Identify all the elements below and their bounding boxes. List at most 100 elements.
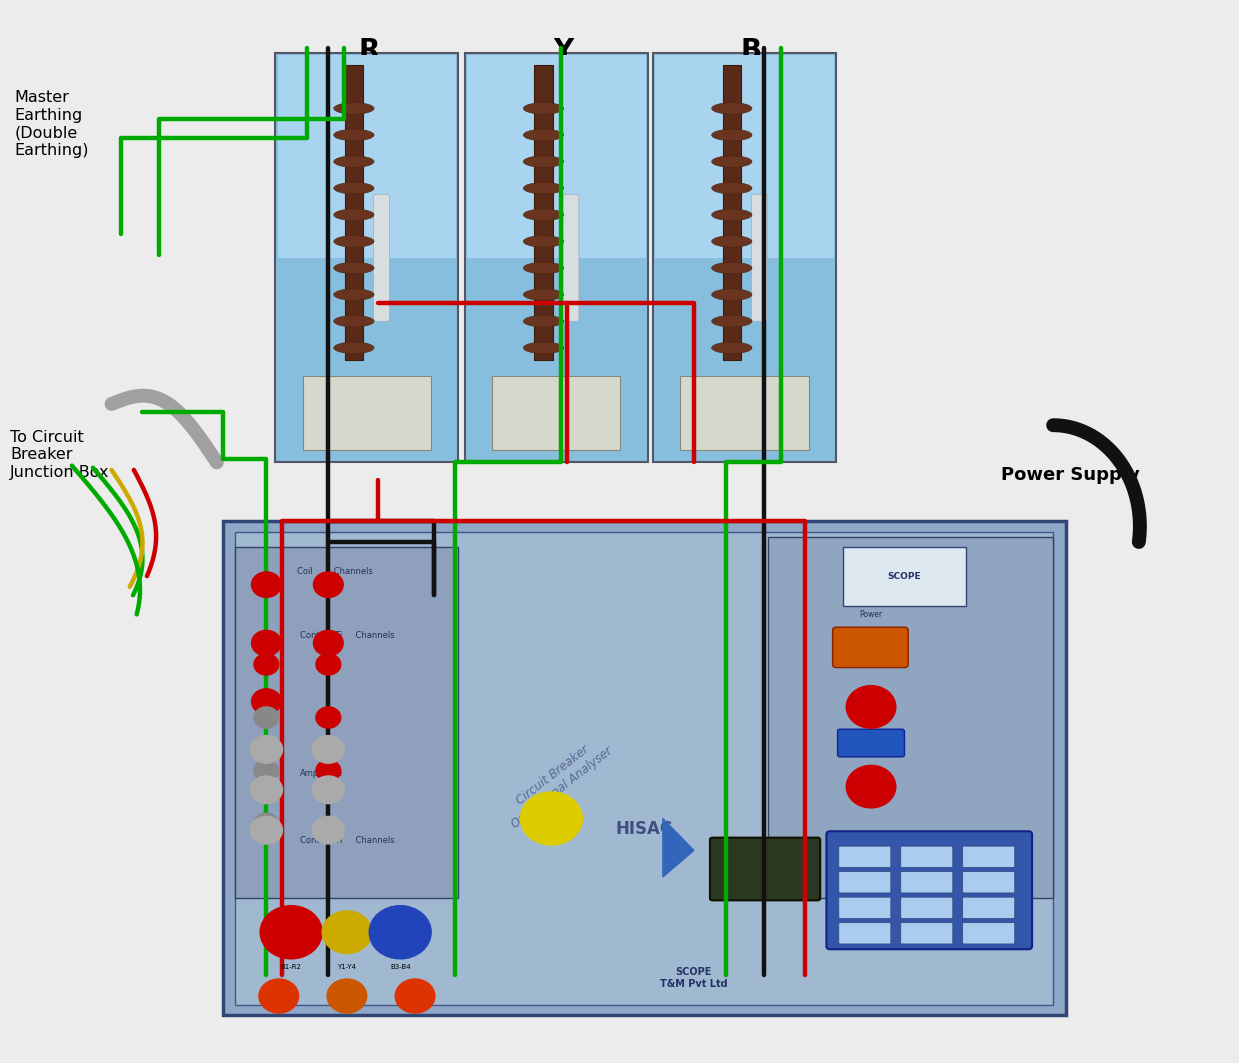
Ellipse shape bbox=[523, 156, 564, 167]
Bar bbox=[768, 537, 1053, 898]
Circle shape bbox=[316, 760, 341, 781]
Circle shape bbox=[369, 906, 431, 959]
Ellipse shape bbox=[711, 236, 752, 247]
Text: SCOPE
T&M Pvt Ltd: SCOPE T&M Pvt Ltd bbox=[660, 967, 727, 989]
Ellipse shape bbox=[523, 289, 564, 301]
Bar bbox=[278, 55, 456, 258]
Ellipse shape bbox=[333, 130, 374, 140]
FancyBboxPatch shape bbox=[751, 195, 767, 321]
Bar bbox=[344, 66, 363, 360]
Circle shape bbox=[254, 654, 279, 675]
Ellipse shape bbox=[333, 209, 374, 220]
Ellipse shape bbox=[711, 289, 752, 301]
Ellipse shape bbox=[523, 342, 564, 354]
Circle shape bbox=[250, 736, 282, 763]
Ellipse shape bbox=[523, 103, 564, 114]
Circle shape bbox=[252, 689, 281, 714]
Text: Power Supply: Power Supply bbox=[1001, 467, 1140, 484]
FancyBboxPatch shape bbox=[901, 872, 953, 893]
Ellipse shape bbox=[523, 130, 564, 140]
Text: Contact Ti     Channels: Contact Ti Channels bbox=[300, 836, 394, 845]
Circle shape bbox=[312, 776, 344, 804]
Text: R: R bbox=[358, 37, 380, 65]
Text: HISAC: HISAC bbox=[616, 821, 673, 838]
FancyBboxPatch shape bbox=[839, 846, 891, 867]
Circle shape bbox=[520, 792, 582, 845]
FancyBboxPatch shape bbox=[963, 897, 1015, 918]
Circle shape bbox=[312, 816, 344, 844]
Text: Coil        Channels: Coil Channels bbox=[297, 567, 373, 576]
Text: Circuit Breaker
Operational Analyser: Circuit Breaker Operational Analyser bbox=[501, 732, 615, 830]
Circle shape bbox=[395, 979, 435, 1013]
Ellipse shape bbox=[711, 342, 752, 354]
FancyBboxPatch shape bbox=[710, 838, 820, 900]
Circle shape bbox=[316, 707, 341, 728]
Bar bbox=[722, 66, 741, 360]
Text: B1-R2: B1-R2 bbox=[281, 964, 301, 971]
Text: B: B bbox=[740, 37, 762, 65]
Ellipse shape bbox=[711, 103, 752, 114]
Text: Power: Power bbox=[860, 609, 882, 619]
FancyBboxPatch shape bbox=[826, 831, 1032, 949]
Circle shape bbox=[259, 979, 299, 1013]
Ellipse shape bbox=[333, 103, 374, 114]
Bar bbox=[492, 376, 621, 450]
Circle shape bbox=[260, 906, 322, 959]
Bar bbox=[275, 53, 458, 462]
Circle shape bbox=[254, 707, 279, 728]
Ellipse shape bbox=[711, 263, 752, 274]
Bar bbox=[467, 55, 646, 258]
Circle shape bbox=[316, 654, 341, 675]
Circle shape bbox=[250, 816, 282, 844]
Ellipse shape bbox=[711, 130, 752, 140]
Circle shape bbox=[254, 813, 279, 834]
Ellipse shape bbox=[711, 316, 752, 327]
Text: SCOPE: SCOPE bbox=[887, 572, 922, 580]
FancyBboxPatch shape bbox=[839, 872, 891, 893]
Bar bbox=[843, 547, 966, 606]
Bar bbox=[655, 55, 834, 258]
Text: Y: Y bbox=[554, 37, 574, 65]
FancyBboxPatch shape bbox=[963, 846, 1015, 867]
Circle shape bbox=[252, 572, 281, 597]
Bar bbox=[465, 53, 648, 462]
FancyBboxPatch shape bbox=[901, 923, 953, 944]
Text: Amplitude: Amplitude bbox=[300, 769, 343, 778]
Ellipse shape bbox=[333, 289, 374, 301]
Ellipse shape bbox=[333, 342, 374, 354]
Circle shape bbox=[313, 630, 343, 656]
Bar bbox=[653, 53, 836, 462]
FancyBboxPatch shape bbox=[901, 897, 953, 918]
FancyBboxPatch shape bbox=[839, 923, 891, 944]
Ellipse shape bbox=[711, 156, 752, 167]
Ellipse shape bbox=[523, 209, 564, 220]
FancyBboxPatch shape bbox=[901, 846, 953, 867]
Ellipse shape bbox=[333, 316, 374, 327]
Circle shape bbox=[313, 572, 343, 597]
Circle shape bbox=[252, 630, 281, 656]
Ellipse shape bbox=[523, 263, 564, 274]
Bar bbox=[235, 547, 458, 898]
Text: Master
Earthing
(Double
Earthing): Master Earthing (Double Earthing) bbox=[15, 90, 89, 157]
Circle shape bbox=[322, 911, 372, 954]
Bar bbox=[534, 66, 553, 360]
Ellipse shape bbox=[711, 183, 752, 193]
Circle shape bbox=[312, 736, 344, 763]
Bar bbox=[302, 376, 431, 450]
Bar bbox=[235, 532, 1053, 1005]
Ellipse shape bbox=[711, 209, 752, 220]
FancyBboxPatch shape bbox=[373, 195, 389, 321]
Ellipse shape bbox=[333, 263, 374, 274]
FancyBboxPatch shape bbox=[833, 627, 908, 668]
FancyBboxPatch shape bbox=[563, 195, 579, 321]
FancyBboxPatch shape bbox=[963, 872, 1015, 893]
Ellipse shape bbox=[333, 236, 374, 247]
Circle shape bbox=[846, 765, 896, 808]
Ellipse shape bbox=[523, 236, 564, 247]
Text: Y1-Y4: Y1-Y4 bbox=[337, 964, 357, 971]
Ellipse shape bbox=[333, 156, 374, 167]
Ellipse shape bbox=[333, 183, 374, 193]
Circle shape bbox=[846, 686, 896, 728]
FancyBboxPatch shape bbox=[838, 729, 904, 757]
Circle shape bbox=[250, 776, 282, 804]
